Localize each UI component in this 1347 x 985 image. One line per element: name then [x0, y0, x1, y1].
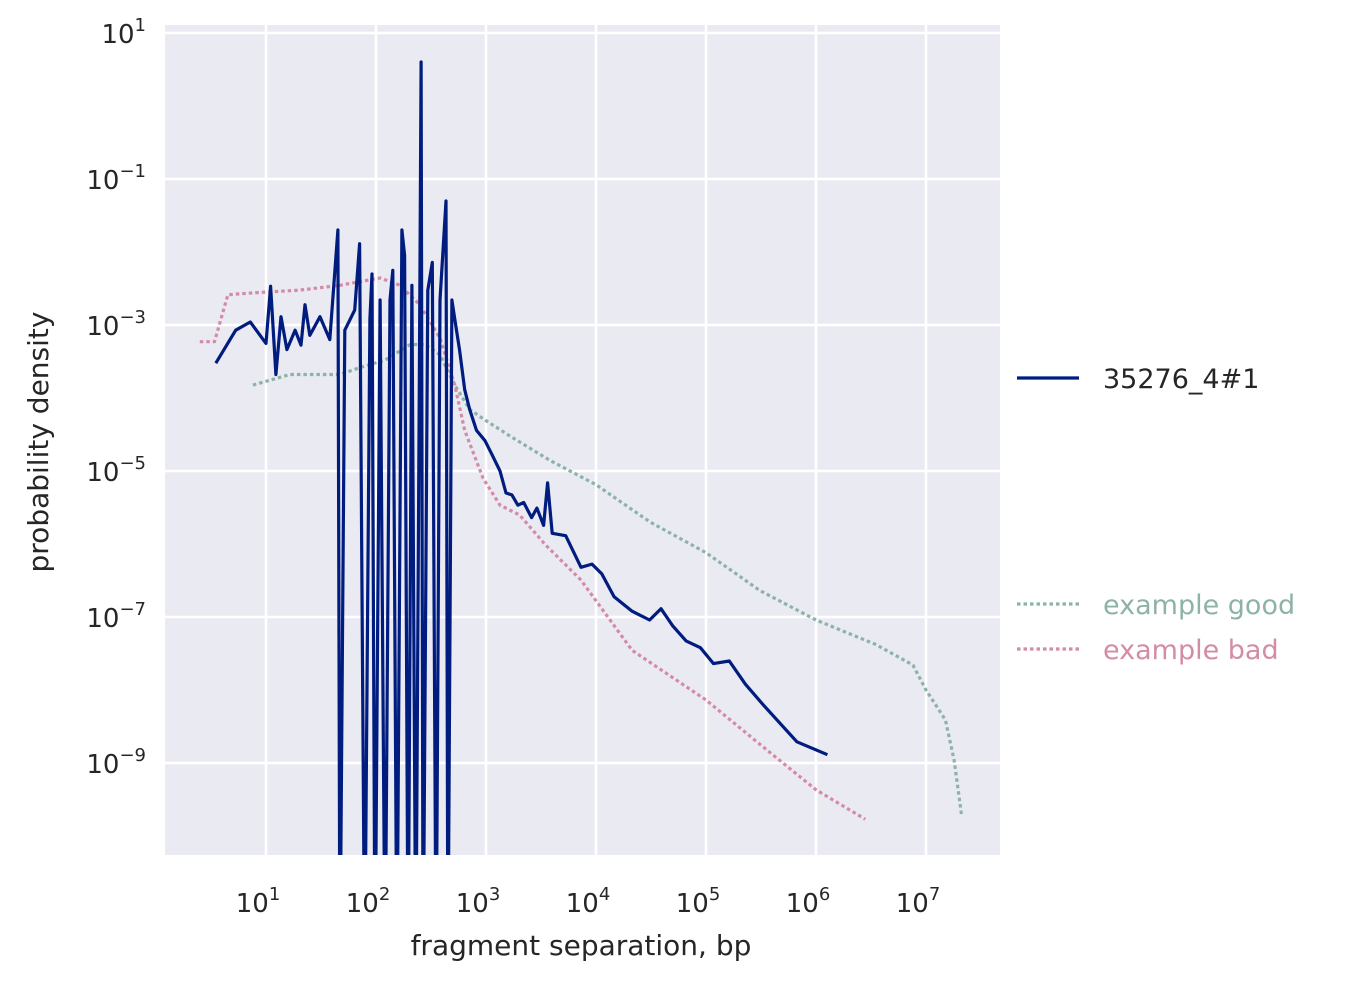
x-tick-label: 104 [566, 884, 611, 919]
x-axis-label: fragment separation, bp [411, 929, 752, 962]
y-axis-label: probability density [22, 312, 55, 573]
y-tick-label: 10−1 [86, 161, 146, 196]
x-tick-label: 107 [896, 884, 941, 919]
x-tick-label: 102 [346, 884, 391, 919]
x-tick-label: 103 [456, 884, 501, 919]
legend-label: 35276_4#1 [1103, 364, 1259, 395]
legend-label: example bad [1103, 635, 1279, 666]
series-line-35276-4-1 [214, 60, 829, 855]
y-tick-label: 101 [101, 15, 146, 50]
y-tick-label: 10−7 [86, 599, 146, 634]
x-tick-labels: 101 102 103 104 105 106 107 [236, 884, 941, 919]
x-tick-label: 105 [676, 884, 721, 919]
y-tick-label: 10−3 [86, 307, 146, 342]
legend-label: example good [1103, 590, 1295, 621]
series-line-example-bad [199, 276, 867, 821]
grid [165, 25, 1000, 855]
plot-background [165, 25, 1000, 855]
x-tick-label: 101 [236, 884, 281, 919]
y-tick-label: 10−5 [86, 453, 146, 488]
x-tick-label: 106 [786, 884, 831, 919]
series-layer [199, 60, 963, 855]
y-tick-labels: 101 10−1 10−3 10−5 10−7 10−9 [86, 15, 146, 780]
y-tick-label: 10−9 [86, 745, 146, 780]
